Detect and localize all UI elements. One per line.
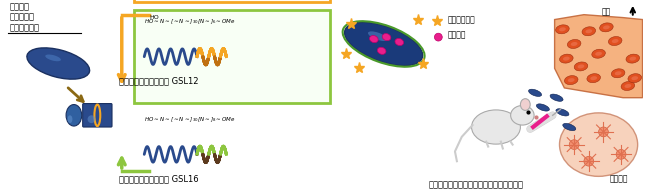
Text: 腫瘍組織: 腫瘍組織 xyxy=(610,174,628,183)
Ellipse shape xyxy=(395,38,404,46)
Ellipse shape xyxy=(560,113,638,176)
Text: HO$\sim$N$\sim$[$\sim$N$\sim$]$_{30}$[N$\sim$]$_6$$\sim$OMe: HO$\sim$N$\sim$[$\sim$N$\sim$]$_{30}$[N$… xyxy=(144,18,236,26)
Text: ロッド状: ロッド状 xyxy=(9,2,29,11)
Ellipse shape xyxy=(578,64,584,68)
Ellipse shape xyxy=(568,78,575,82)
Ellipse shape xyxy=(569,140,579,150)
Ellipse shape xyxy=(616,150,626,159)
Ellipse shape xyxy=(46,54,61,61)
Text: 抗がん剤: 抗がん剤 xyxy=(447,31,465,40)
Text: （魚雷型）: （魚雷型） xyxy=(9,13,34,22)
Ellipse shape xyxy=(27,48,90,79)
Text: 近赤外蛍光剤: 近赤外蛍光剤 xyxy=(447,15,475,24)
Ellipse shape xyxy=(521,99,530,110)
Ellipse shape xyxy=(603,25,610,29)
Ellipse shape xyxy=(378,47,386,54)
Ellipse shape xyxy=(590,76,597,80)
Ellipse shape xyxy=(628,74,642,83)
Ellipse shape xyxy=(550,94,563,101)
Ellipse shape xyxy=(471,110,521,144)
Ellipse shape xyxy=(574,62,588,71)
Ellipse shape xyxy=(599,23,613,32)
Text: 両親媒性ポリペプチド GSL12: 両親媒性ポリペプチド GSL12 xyxy=(119,76,199,85)
Ellipse shape xyxy=(528,89,541,96)
Ellipse shape xyxy=(382,34,391,41)
Text: HO: HO xyxy=(149,15,159,20)
Ellipse shape xyxy=(564,76,578,85)
Ellipse shape xyxy=(631,76,638,80)
Ellipse shape xyxy=(595,52,602,56)
Ellipse shape xyxy=(592,49,605,58)
Text: HO$\sim$N$\sim$[$\sim$N$\sim$]$_{30}$[N$\sim$]$_8$$\sim$OMe: HO$\sim$N$\sim$[$\sim$N$\sim$]$_{30}$[N$… xyxy=(144,115,236,124)
FancyBboxPatch shape xyxy=(83,104,112,127)
Ellipse shape xyxy=(68,115,72,123)
Ellipse shape xyxy=(370,36,378,43)
Ellipse shape xyxy=(587,74,601,83)
Ellipse shape xyxy=(536,104,549,111)
Ellipse shape xyxy=(88,115,96,123)
Ellipse shape xyxy=(368,31,387,41)
Text: ナノカプセル: ナノカプセル xyxy=(9,23,40,32)
Ellipse shape xyxy=(434,33,442,41)
Ellipse shape xyxy=(511,105,534,125)
Ellipse shape xyxy=(599,127,608,137)
Ellipse shape xyxy=(582,27,595,36)
Ellipse shape xyxy=(560,54,573,63)
Ellipse shape xyxy=(621,82,634,91)
Ellipse shape xyxy=(571,42,578,46)
Ellipse shape xyxy=(559,27,566,31)
Ellipse shape xyxy=(586,29,592,33)
Ellipse shape xyxy=(563,57,569,61)
FancyBboxPatch shape xyxy=(135,10,330,103)
Ellipse shape xyxy=(615,71,621,75)
Ellipse shape xyxy=(584,156,593,166)
Text: ロッド形状が実現する素早い腫瘍組織集積: ロッド形状が実現する素早い腫瘍組織集積 xyxy=(429,181,524,190)
FancyBboxPatch shape xyxy=(135,0,330,2)
Ellipse shape xyxy=(612,39,619,43)
Text: 両親媒性ポリペプチド GSL16: 両親媒性ポリペプチド GSL16 xyxy=(119,174,199,183)
Ellipse shape xyxy=(625,84,631,88)
Ellipse shape xyxy=(567,40,581,49)
Ellipse shape xyxy=(629,57,636,61)
Ellipse shape xyxy=(563,123,576,131)
Ellipse shape xyxy=(556,109,569,116)
Polygon shape xyxy=(554,15,643,98)
Ellipse shape xyxy=(344,22,422,66)
Ellipse shape xyxy=(626,54,640,63)
Ellipse shape xyxy=(608,36,622,45)
Text: 血管: 血管 xyxy=(601,8,611,17)
Ellipse shape xyxy=(556,25,569,34)
Ellipse shape xyxy=(66,104,82,126)
Ellipse shape xyxy=(612,69,625,78)
